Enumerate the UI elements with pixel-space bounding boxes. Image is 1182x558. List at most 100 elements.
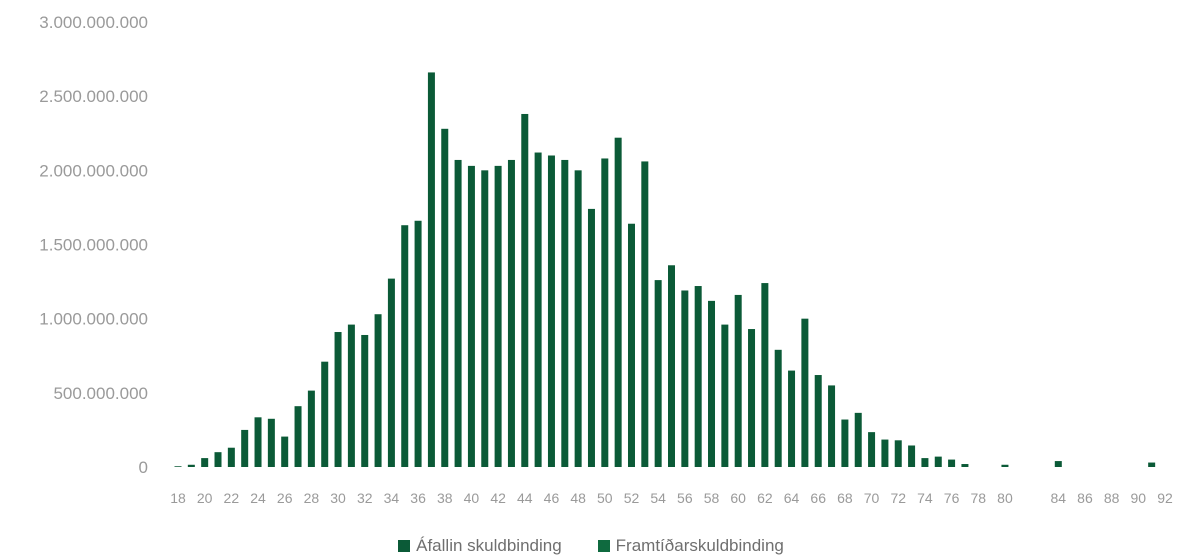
bar — [347, 324, 355, 467]
x-tick-label: 88 — [1104, 490, 1120, 506]
bar — [201, 458, 209, 467]
legend: Áfallin skuldbinding Framtíðarskuldbindi… — [0, 536, 1182, 556]
bar — [814, 375, 822, 467]
x-tick-label: 38 — [437, 490, 453, 506]
bar — [307, 390, 315, 467]
bar — [467, 165, 475, 467]
bar — [801, 318, 809, 467]
y-tick-label: 1.500.000.000 — [39, 236, 148, 255]
bar — [174, 466, 182, 467]
x-tick-label: 62 — [757, 490, 773, 506]
x-tick-label: 80 — [997, 490, 1013, 506]
bar — [414, 220, 422, 467]
legend-label-framtidar: Framtíðarskuldbinding — [615, 536, 784, 555]
legend-swatch-framtidar — [597, 540, 610, 552]
bar — [321, 361, 329, 467]
y-tick-label: 2.500.000.000 — [39, 87, 148, 106]
bar-chart: 0 500.000.000 1.000.000.000 1.500.000.000 2.… — [39, 13, 1173, 506]
bar — [374, 314, 382, 467]
x-tick-label: 44 — [517, 490, 533, 506]
bar — [641, 161, 649, 467]
bar — [868, 432, 876, 467]
x-tick-label: 18 — [170, 490, 186, 506]
bar — [1148, 462, 1156, 467]
x-tick-label: 92 — [1157, 490, 1173, 506]
bar — [281, 436, 289, 467]
bar — [254, 417, 262, 467]
x-tick-label: 64 — [784, 490, 800, 506]
bar — [334, 332, 342, 467]
bar — [294, 406, 302, 467]
y-tick-label: 0 — [139, 458, 148, 477]
y-tick-label: 1.000.000.000 — [39, 310, 148, 329]
bar — [774, 349, 782, 467]
x-tick-label: 76 — [944, 490, 960, 506]
bar — [721, 324, 729, 467]
y-tick-label: 3.000.000.000 — [39, 13, 148, 32]
bar — [547, 155, 555, 467]
bar — [534, 152, 542, 467]
bar — [614, 137, 622, 467]
bar — [574, 170, 582, 467]
bar — [748, 329, 756, 467]
x-axis: 18 20 22 24 26 28 30 32 34 36 38 40 42 44 46 48 50 52 54 56… — [170, 490, 1173, 506]
x-tick-label: 70 — [864, 490, 880, 506]
bar — [948, 459, 956, 467]
bar — [267, 418, 275, 467]
bar — [521, 113, 529, 467]
bar — [401, 225, 409, 467]
y-tick-label: 500.000.000 — [53, 384, 148, 403]
x-tick-label: 50 — [597, 490, 613, 506]
x-tick-label: 90 — [1131, 490, 1147, 506]
bar — [788, 370, 796, 467]
x-tick-label: 30 — [330, 490, 346, 506]
bar — [961, 464, 969, 467]
bar — [507, 159, 515, 467]
bar — [854, 412, 862, 467]
bar — [494, 165, 502, 467]
x-tick-label: 34 — [384, 490, 400, 506]
legend-item-afallin: Áfallin skuldbinding — [398, 536, 562, 556]
legend-label-afallin: Áfallin skuldbinding — [416, 536, 562, 555]
bar — [681, 290, 689, 467]
bar — [694, 286, 702, 467]
x-tick-label: 24 — [250, 490, 266, 506]
bar — [1001, 464, 1009, 467]
bar — [734, 294, 742, 467]
x-tick-label: 48 — [570, 490, 586, 506]
bar — [481, 170, 489, 467]
x-tick-label: 72 — [890, 490, 906, 506]
bar — [454, 159, 462, 467]
x-tick-label: 58 — [704, 490, 720, 506]
x-tick-label: 56 — [677, 490, 693, 506]
bar — [441, 128, 449, 468]
x-tick-label: 22 — [224, 490, 240, 506]
x-tick-label: 46 — [544, 490, 560, 506]
bar — [894, 440, 902, 467]
x-tick-label: 60 — [730, 490, 746, 506]
bar — [654, 280, 662, 467]
bar — [214, 452, 222, 467]
bar — [387, 278, 395, 467]
bar — [361, 334, 369, 467]
bar — [561, 159, 569, 467]
bar — [668, 265, 675, 467]
bar — [627, 223, 635, 467]
legend-item-framtidar: Framtíðarskuldbinding — [597, 536, 784, 556]
x-tick-label: 28 — [304, 490, 320, 506]
bar — [908, 445, 916, 467]
bar — [921, 458, 929, 467]
bar — [841, 419, 849, 467]
bar — [761, 283, 769, 467]
x-tick-label: 74 — [917, 490, 933, 506]
bar — [881, 439, 889, 467]
bar — [227, 447, 235, 467]
x-tick-label: 78 — [970, 490, 986, 506]
bar — [934, 456, 942, 467]
y-tick-label: 2.000.000.000 — [39, 161, 148, 180]
x-tick-label: 42 — [490, 490, 506, 506]
x-tick-label: 40 — [464, 490, 480, 506]
x-tick-label: 32 — [357, 490, 373, 506]
bar — [241, 429, 249, 467]
